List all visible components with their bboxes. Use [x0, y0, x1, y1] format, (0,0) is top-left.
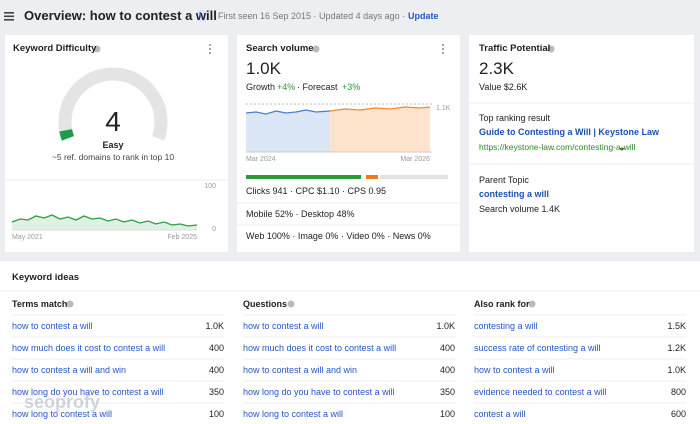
gauge-fill [59, 129, 75, 141]
dropdown-icon[interactable] [619, 148, 625, 151]
more-icon[interactable] [209, 44, 211, 54]
parent-topic-link[interactable]: contesting a will [479, 188, 550, 199]
parent-volume: Search volume 1.4K [479, 203, 561, 214]
badge-bg [197, 10, 207, 22]
axis-label: Feb 2025 [167, 233, 197, 241]
keyword-link[interactable]: how long to contest a will [12, 408, 113, 419]
keyword-volume: 400 [439, 364, 455, 375]
keyword-link[interactable]: evidence needed to contest a will [474, 386, 607, 397]
traffic-value-line: Value $2.6K [479, 81, 528, 92]
card-title: Search volume [246, 43, 314, 55]
keyword-volume: 100 [439, 408, 455, 419]
axis-label: May 2021 [12, 233, 43, 241]
keyword-volume: 100 [208, 408, 224, 419]
rest-bar [380, 175, 448, 179]
axis-label: 100 [204, 182, 216, 190]
keyword-link[interactable]: success rate of contesting a will [474, 342, 601, 353]
keyword-volume: 600 [670, 408, 686, 419]
kd-score: 4 [105, 106, 121, 138]
keyword-volume: 800 [670, 386, 686, 397]
top-result-link[interactable]: Guide to Contesting a Will | Keystone La… [479, 126, 659, 137]
section-label: Top ranking result [479, 112, 551, 123]
page-title: Overview: how to contest a will [24, 8, 217, 24]
help-icon[interactable] [66, 45, 555, 308]
keyword-link[interactable]: how much does it cost to contest a will [243, 342, 397, 353]
section-label: Parent Topic [479, 174, 529, 185]
keyword-volume: 400 [208, 364, 224, 375]
keyword-volume: 1.2K [667, 342, 686, 353]
volume-value: 1.0K [246, 58, 281, 78]
more-icon[interactable] [442, 44, 444, 54]
serp-info: Web 100% · Image 0% · Video 0% · News 0% [246, 230, 431, 241]
keyword-volume: 1.5K [667, 320, 686, 331]
card [0, 261, 700, 424]
keyword-volume: 350 [439, 386, 455, 397]
axis-label: 1.1K [436, 104, 451, 112]
axis-label: Mar 2024 [246, 155, 276, 163]
forecast-line [329, 106, 431, 112]
card [469, 35, 694, 252]
card-title: Keyword Difficulty [13, 43, 97, 55]
column-heading: Questions [243, 298, 288, 309]
keyword-volume: 1.0K [667, 364, 686, 375]
axis-label: Mar 2026 [400, 155, 430, 163]
sparkline [11, 214, 198, 227]
clicks-info: Clicks 941 · CPC $1.10 · CPS 0.95 [246, 185, 387, 196]
badge: I [199, 11, 202, 21]
keyword-link[interactable]: contest a will [474, 408, 526, 419]
gauge-track [58, 67, 168, 141]
meta-info: First seen 16 Sep 2015 · Updated 4 days … [218, 10, 406, 21]
traffic-value: 2.3K [479, 58, 514, 78]
kd-note: ~5 ref. domains to rank in top 10 [51, 151, 175, 162]
forecast-value: +3% [342, 81, 361, 92]
keyword-link[interactable]: how long do you have to contest a will [243, 386, 395, 397]
device-info: Mobile 52% · Desktop 48% [246, 208, 355, 219]
top-result-url[interactable]: https://keystone-law.com/contesting-a-wi… [479, 141, 636, 152]
keyword-link[interactable]: how long do you have to contest a will [12, 386, 164, 397]
keyword-volume: 350 [208, 386, 224, 397]
keyword-link[interactable]: contesting a will [474, 320, 538, 331]
forecast-area [330, 107, 430, 152]
clicks-bar [246, 175, 361, 179]
volume-line [245, 109, 331, 115]
keyword-link[interactable]: how much does it cost to contest a will [12, 342, 166, 353]
keyword-volume: 400 [439, 342, 455, 353]
column-heading: Also rank for [474, 298, 530, 309]
keyword-link[interactable]: how to contest a will and win [243, 364, 358, 375]
axis-label: 0 [212, 225, 216, 233]
watermark: seoprofy [24, 392, 101, 413]
column-heading: Terms match [12, 298, 68, 309]
keyword-volume: 1.0K [436, 320, 455, 331]
card-title: Traffic Potential [479, 43, 551, 55]
keyword-volume: 400 [208, 342, 224, 353]
keyword-volume: 1.0K [205, 320, 224, 331]
cpc-bar [366, 175, 378, 179]
keyword-link[interactable]: how long to contest a will [243, 408, 344, 419]
keyword-link[interactable]: how to contest a will [243, 320, 324, 331]
keyword-link[interactable]: how to contest a will [12, 320, 93, 331]
section-title: Keyword ideas [12, 272, 80, 284]
growth-value: +4% [277, 81, 296, 92]
keyword-link[interactable]: how to contest a will [474, 364, 555, 375]
volume-area [246, 110, 330, 152]
growth-label: Growth [246, 81, 276, 92]
menu-icon[interactable] [4, 12, 14, 21]
forecast-label: · Forecast [297, 81, 338, 92]
kd-label: Easy [102, 139, 124, 150]
update-link[interactable]: Update [408, 10, 439, 21]
keyword-link[interactable]: how to contest a will and win [12, 364, 127, 375]
